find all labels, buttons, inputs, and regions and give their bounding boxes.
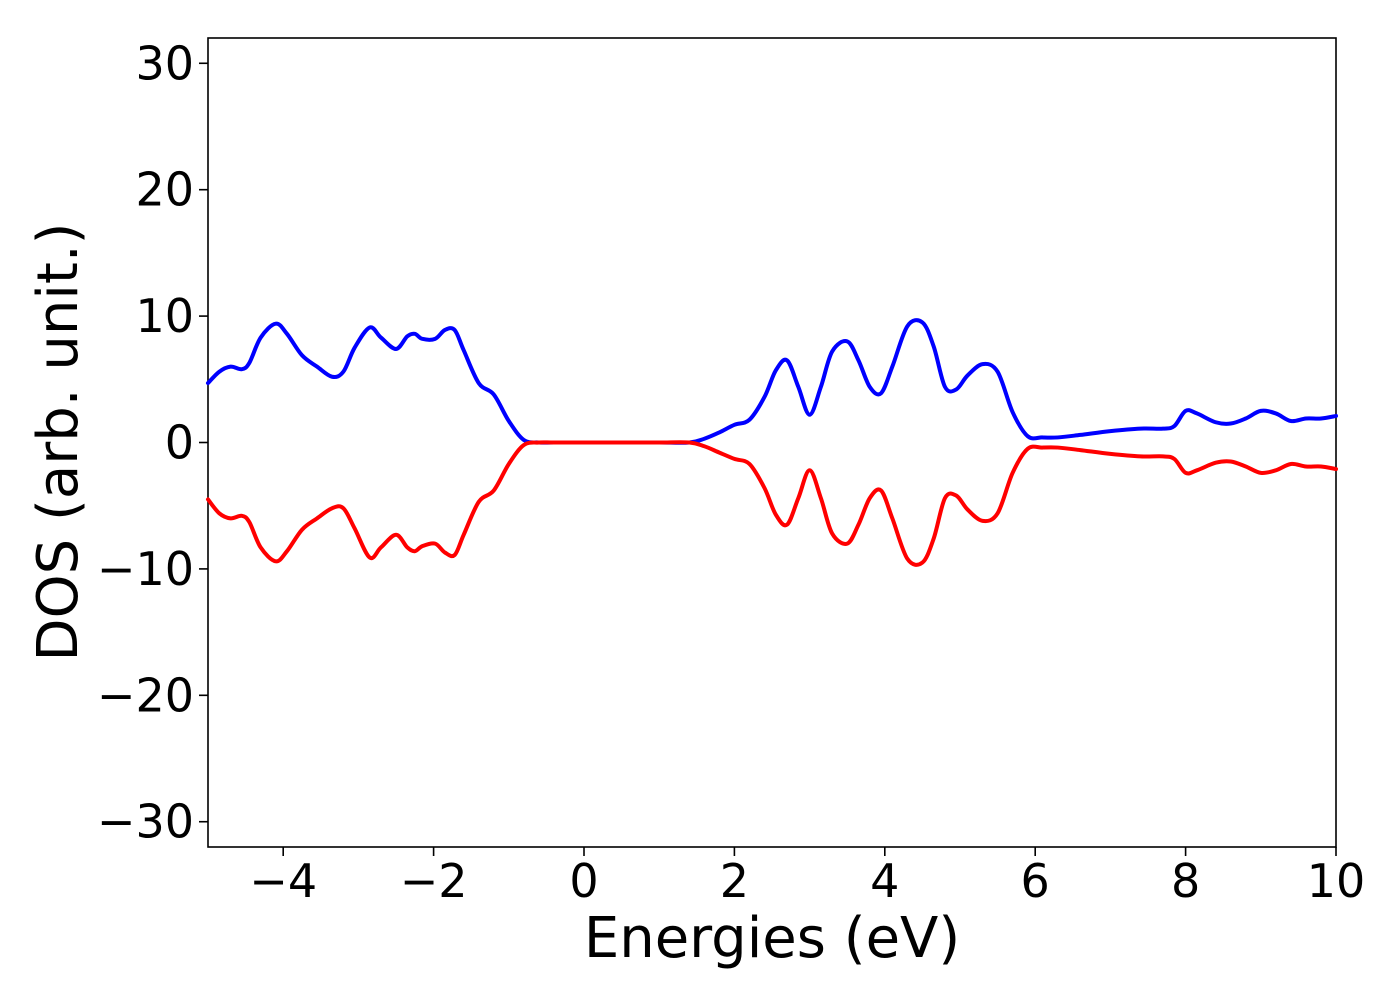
y-tick-label: 0 [165,416,194,470]
x-tick-label: 4 [870,854,899,908]
x-axis-label: Energies (eV) [584,906,960,971]
y-tick-label: 10 [135,289,194,343]
y-axis-label: DOS (arb. unit.) [26,222,91,661]
x-tick-label: −2 [400,854,468,908]
y-tick-label: −30 [97,795,194,849]
x-tick-label: 10 [1307,854,1366,908]
x-tick-label: 6 [1021,854,1050,908]
y-tick-label: −10 [97,542,194,596]
y-tick-label: −20 [97,668,194,722]
x-tick-label: −4 [249,854,317,908]
series-line-2 [206,440,1338,567]
x-tick-label: 2 [720,854,749,908]
x-tick-label: 0 [569,854,598,908]
x-axis-ticks: −4 −2 0 2 4 6 8 10 [249,847,1365,908]
x-tick-label: 8 [1171,854,1200,908]
y-tick-label: 20 [135,163,194,217]
series-line-1 [206,318,1338,445]
y-tick-label: 30 [135,36,194,90]
series-layer [206,318,1338,567]
plot-area [207,37,1337,848]
y-axis-ticks: −30 −20 −10 0 10 20 30 [97,36,208,849]
